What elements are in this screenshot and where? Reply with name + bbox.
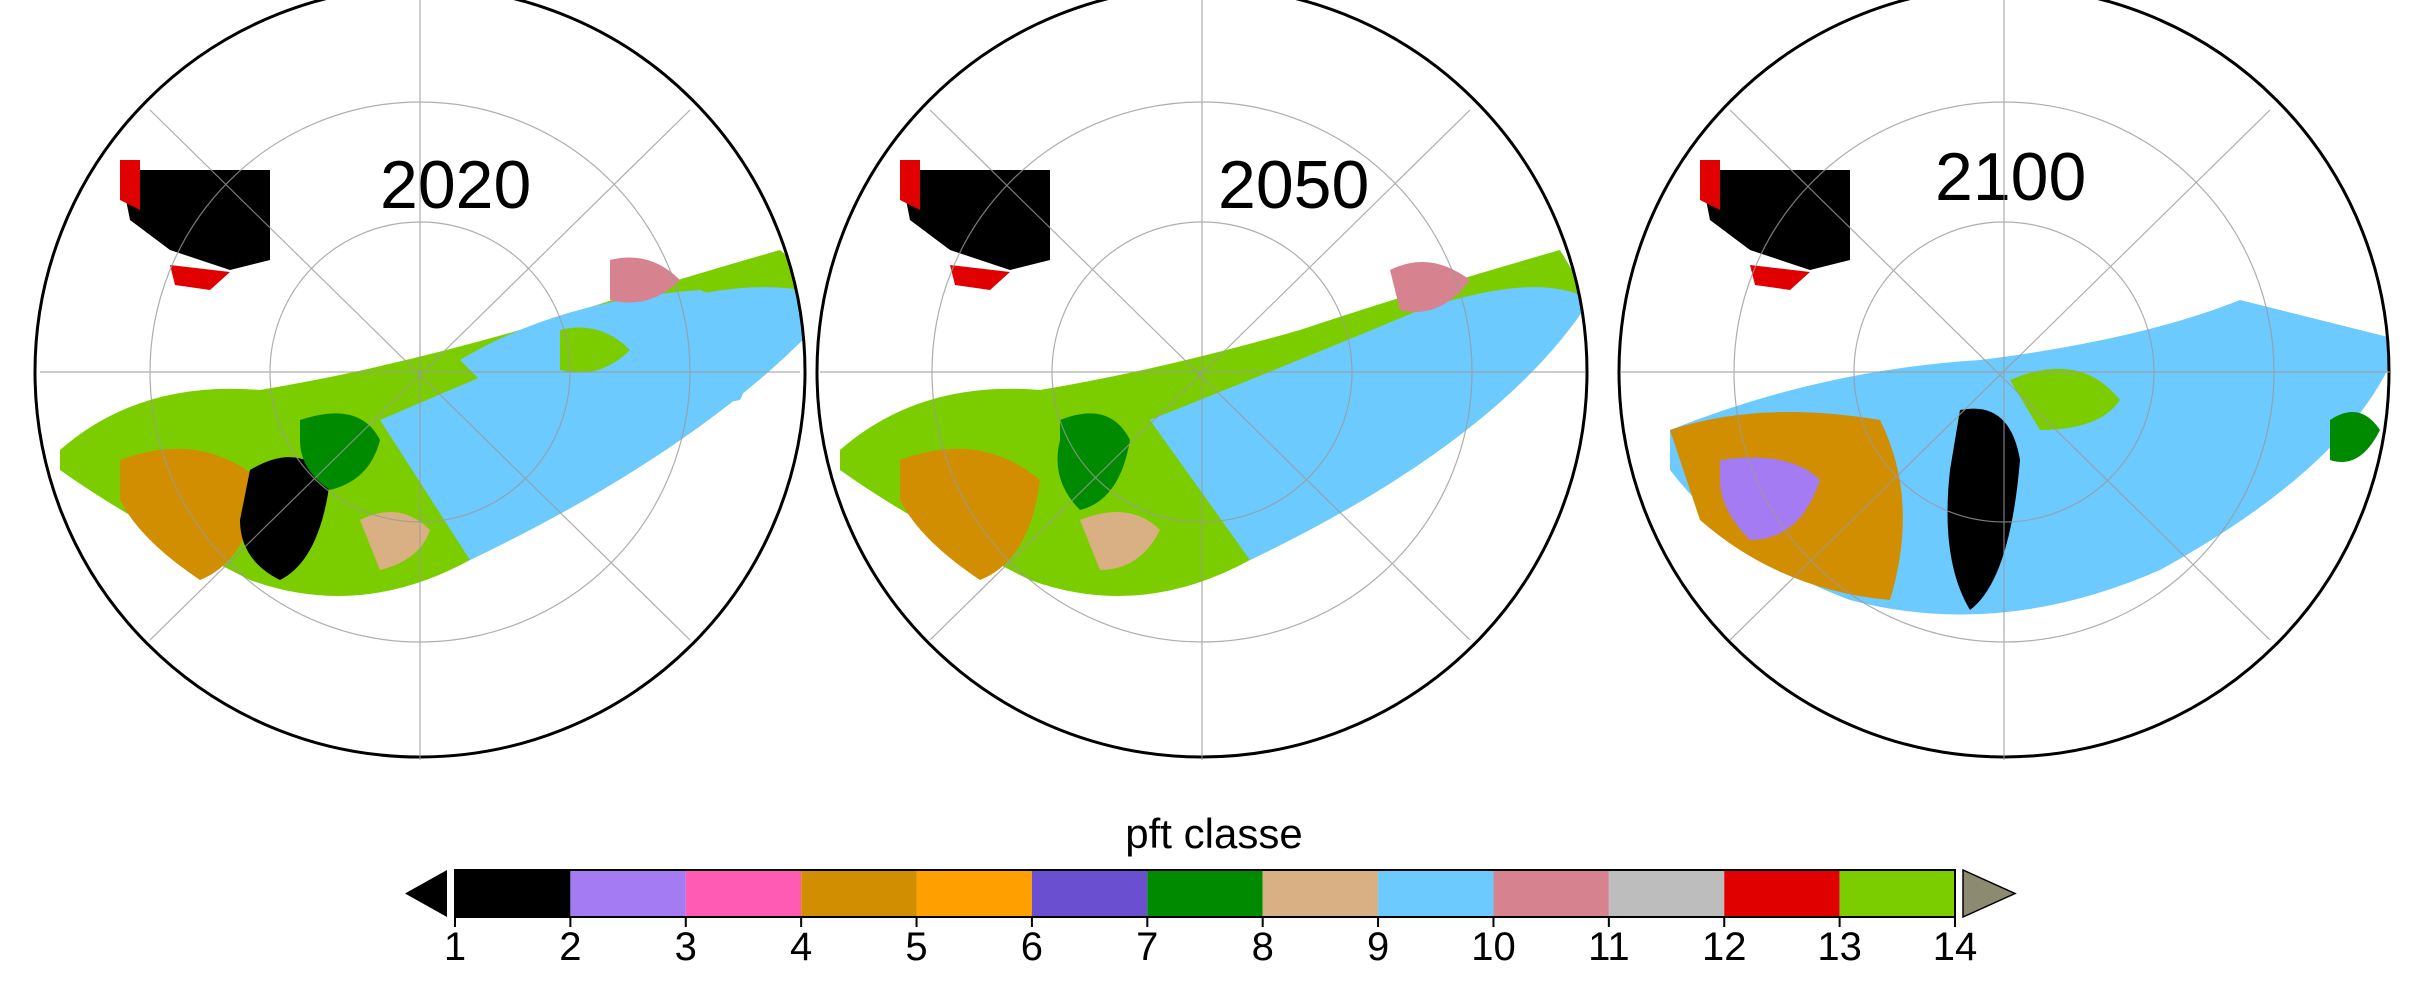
- colorbar-swatch: [1147, 870, 1263, 917]
- colorbar-swatches: [405, 868, 2017, 919]
- colorbar-tick-label: 2: [559, 925, 581, 969]
- colorbar-over-arrow: [1962, 868, 2017, 919]
- colorbar-tick-label: 6: [1021, 925, 1043, 969]
- colorbar-swatch: [455, 870, 571, 917]
- graticule: [40, 0, 2390, 760]
- colorbar-tick-label: 14: [1933, 925, 1978, 969]
- colorbar-under-arrow: [405, 870, 447, 917]
- year-label-2020: 2020: [380, 147, 531, 223]
- colorbar-tick-label: 12: [1702, 925, 1747, 969]
- colorbar-swatch: [685, 870, 802, 917]
- year-label-2100: 2100: [1935, 139, 2086, 215]
- colorbar-tick-label: 1: [444, 925, 466, 969]
- colorbar-tick-label: 13: [1817, 925, 1862, 969]
- colorbar-tick-label: 10: [1471, 925, 1516, 969]
- colorbar-outline: [454, 869, 1956, 918]
- colorbar-swatch: [570, 870, 686, 917]
- colorbar-swatch: [801, 870, 917, 917]
- colorbar-swatch: [1378, 870, 1494, 917]
- colorbar-tick-label: 5: [905, 925, 927, 969]
- colorbar-swatch: [1493, 870, 1609, 917]
- colorbar-swatch: [1262, 870, 1379, 917]
- colorbar-tick-label: 3: [675, 925, 697, 969]
- colorbar-tick-label: 9: [1367, 925, 1389, 969]
- colorbar-tick-label: 11: [1588, 925, 1630, 969]
- colorbar-title: pft classe: [1125, 810, 1302, 857]
- colorbar-swatch: [916, 870, 1032, 917]
- colorbar-tick-label: 8: [1252, 925, 1274, 969]
- colorbar-swatch: [1724, 870, 1840, 917]
- colorbar-swatch: [1608, 870, 1725, 917]
- colorbar-ticks: 1 2 3 4 5 6 7 8 9 10 11 12 13 14: [444, 917, 1977, 969]
- colorbar-swatch: [1839, 870, 1955, 917]
- colorbar-swatch: [1031, 870, 1148, 917]
- colorbar-tick-label: 4: [790, 925, 812, 969]
- colorbar-tick-label: 7: [1136, 925, 1158, 969]
- year-label-2050: 2050: [1218, 147, 1369, 223]
